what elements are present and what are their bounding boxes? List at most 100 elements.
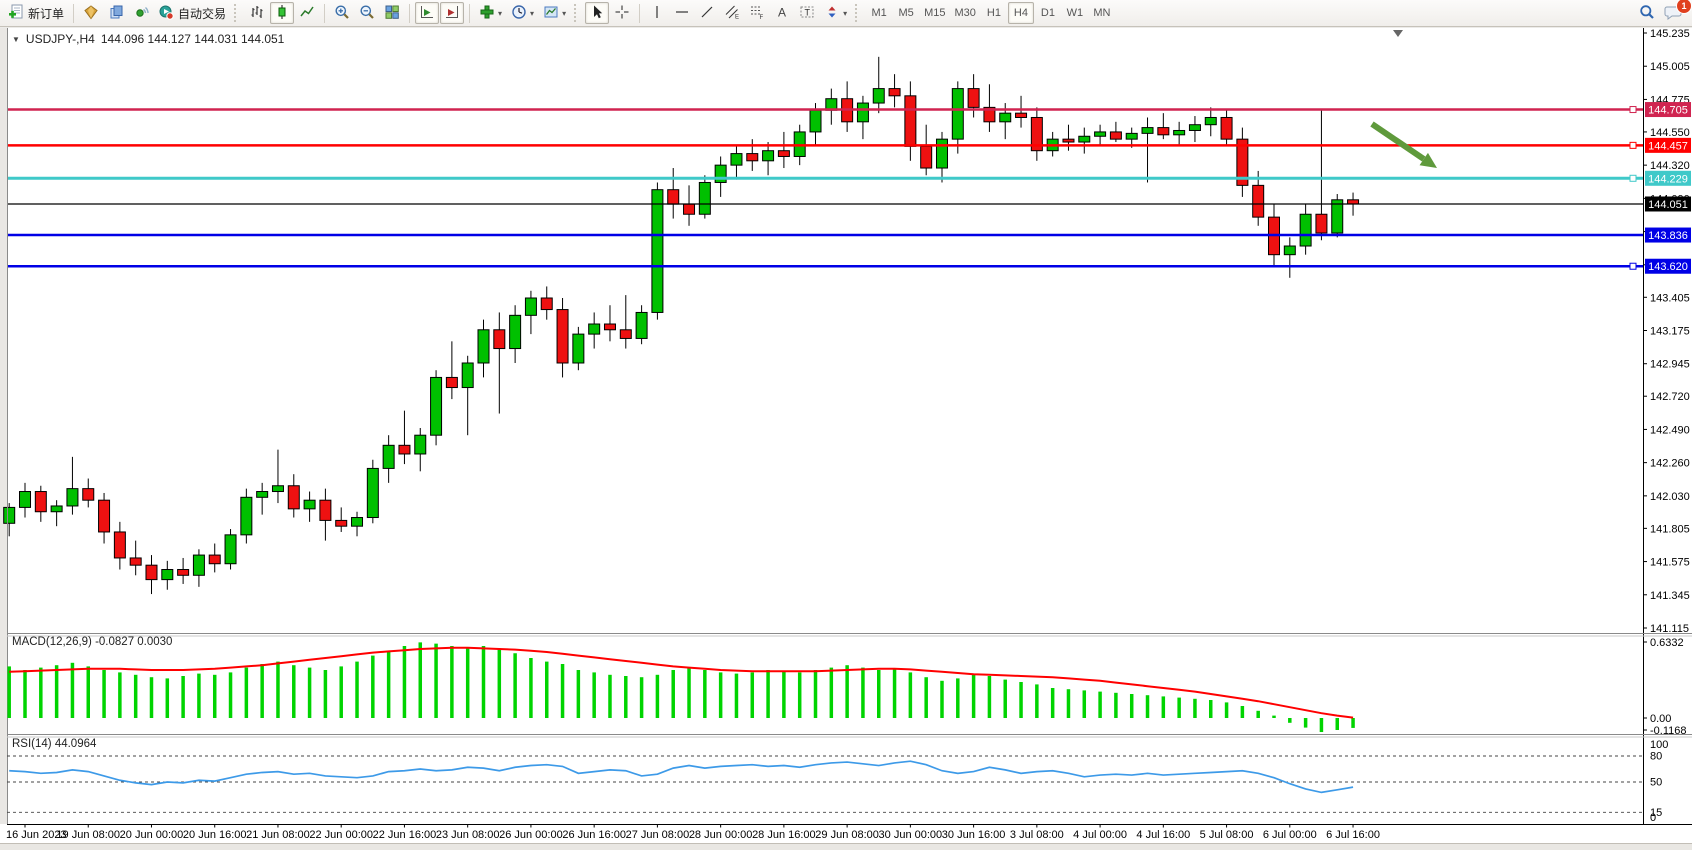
text-label-icon: T bbox=[799, 4, 815, 23]
svg-text:142.720: 142.720 bbox=[1650, 391, 1690, 403]
price-badge-143.836: 143.836 bbox=[1645, 227, 1691, 243]
svg-text:144.457: 144.457 bbox=[1648, 140, 1688, 152]
svg-text:4 Jul 16:00: 4 Jul 16:00 bbox=[1136, 829, 1190, 841]
line-handle[interactable] bbox=[1629, 174, 1637, 182]
chart-ohlc-values: 144.096 144.127 144.031 144.051 bbox=[100, 32, 285, 46]
candles bbox=[3, 56, 1360, 595]
svg-text:143.405: 143.405 bbox=[1650, 292, 1690, 304]
chart-canvas[interactable]: 145.235145.005144.775144.550144.320144.0… bbox=[0, 27, 1692, 850]
svg-text:26 Jun 16:00: 26 Jun 16:00 bbox=[562, 829, 626, 841]
trendline-tool-button[interactable] bbox=[695, 2, 719, 24]
search-button[interactable] bbox=[1635, 2, 1659, 24]
svg-text:30 Jun 16:00: 30 Jun 16:00 bbox=[942, 829, 1006, 841]
chevron-down-icon: ▾ bbox=[843, 8, 848, 18]
svg-text:6 Jul 00:00: 6 Jul 00:00 bbox=[1263, 829, 1317, 841]
svg-text:144.705: 144.705 bbox=[1648, 105, 1688, 117]
trendline-icon bbox=[699, 4, 715, 23]
price-lines bbox=[7, 106, 1643, 270]
template-icon bbox=[543, 4, 559, 23]
timeframe-button-m15[interactable]: M15 bbox=[924, 7, 946, 19]
bar-chart-mode-button[interactable] bbox=[245, 2, 269, 24]
horizontal-line-tool-button[interactable] bbox=[670, 2, 694, 24]
svg-text:22 Jun 00:00: 22 Jun 00:00 bbox=[309, 829, 373, 841]
svg-text:23 Jun 08:00: 23 Jun 08:00 bbox=[436, 829, 500, 841]
new-order-button[interactable]: 新订单 bbox=[4, 2, 68, 24]
zoom-out-icon bbox=[359, 4, 375, 23]
indicators-button[interactable]: ▾ bbox=[475, 2, 506, 24]
fibonacci-tool-button[interactable]: F bbox=[745, 2, 769, 24]
vertical-line-tool-button[interactable] bbox=[645, 2, 669, 24]
chart-symbol-period: USDJPY-,H4 bbox=[25, 32, 95, 46]
svg-text:100: 100 bbox=[1650, 739, 1668, 751]
price-badge-144.705: 144.705 bbox=[1645, 102, 1691, 118]
bar-chart-icon bbox=[249, 4, 265, 23]
svg-text:0.6332: 0.6332 bbox=[1650, 637, 1684, 649]
candlestick-mode-button[interactable] bbox=[270, 2, 295, 24]
text-tool-button[interactable]: A bbox=[770, 2, 794, 24]
channel-tool-button[interactable]: E bbox=[720, 2, 744, 24]
svg-text:E: E bbox=[735, 14, 739, 20]
svg-text:28 Jun 00:00: 28 Jun 00:00 bbox=[689, 829, 753, 841]
svg-text:15: 15 bbox=[1650, 807, 1662, 819]
chart-dropdown-icon[interactable]: ▼ bbox=[12, 34, 20, 44]
svg-text:A: A bbox=[778, 5, 786, 19]
timeframe-button-m5[interactable]: M5 bbox=[898, 7, 914, 19]
timeframe-button-w1[interactable]: W1 bbox=[1066, 7, 1084, 19]
price-badge-144.051: 144.051 bbox=[1645, 196, 1691, 212]
auto-scroll-icon bbox=[419, 4, 435, 23]
timeframe-button-mn[interactable]: MN bbox=[1093, 7, 1111, 19]
svg-text:30 Jun 00:00: 30 Jun 00:00 bbox=[879, 829, 943, 841]
clock-icon bbox=[511, 4, 527, 23]
candlestick-icon bbox=[274, 4, 290, 23]
zoom-out-button[interactable] bbox=[355, 2, 379, 24]
tile-windows-icon bbox=[384, 4, 400, 23]
svg-text:F: F bbox=[760, 15, 764, 20]
svg-text:143.175: 143.175 bbox=[1650, 325, 1690, 337]
tile-windows-button[interactable] bbox=[380, 2, 404, 24]
timeframe-button-h1[interactable]: H1 bbox=[986, 7, 1001, 19]
price-badge-144.457: 144.457 bbox=[1645, 137, 1691, 153]
chart-shift-marker[interactable] bbox=[1393, 30, 1403, 37]
toolbar: 新订单 自动交易 bbox=[0, 0, 1692, 27]
notification-badge: 1 bbox=[1676, 0, 1692, 14]
zoom-in-button[interactable] bbox=[330, 2, 354, 24]
line-handle[interactable] bbox=[1629, 141, 1637, 149]
timeframe-button-h4[interactable]: H4 bbox=[1007, 2, 1034, 24]
market-watch-button[interactable] bbox=[79, 2, 103, 24]
arrows-tool-button[interactable]: ▾ bbox=[820, 2, 851, 24]
chevron-down-icon: ▾ bbox=[562, 8, 567, 18]
chevron-down-icon: ▾ bbox=[498, 8, 503, 18]
line-handle[interactable] bbox=[1629, 106, 1637, 114]
timeframe-button-d1[interactable]: D1 bbox=[1040, 7, 1055, 19]
auto-scroll-button[interactable] bbox=[415, 2, 440, 24]
price-badge-144.229: 144.229 bbox=[1645, 170, 1691, 186]
svg-text:19 Jun 08:00: 19 Jun 08:00 bbox=[56, 829, 120, 841]
svg-text:143.620: 143.620 bbox=[1648, 261, 1688, 273]
data-window-button[interactable] bbox=[104, 2, 128, 24]
autotrading-button[interactable]: 自动交易 bbox=[154, 2, 230, 24]
periods-button[interactable]: ▾ bbox=[507, 2, 538, 24]
notifications-button[interactable]: 1 bbox=[1660, 0, 1692, 24]
cursor-tool-button[interactable] bbox=[585, 2, 610, 24]
arrows-icon bbox=[824, 4, 840, 23]
svg-text:27 Jun 08:00: 27 Jun 08:00 bbox=[626, 829, 690, 841]
line-chart-mode-button[interactable] bbox=[295, 2, 319, 24]
svg-text:20 Jun 16:00: 20 Jun 16:00 bbox=[183, 829, 247, 841]
autotrading-icon bbox=[158, 4, 174, 23]
strategy-tester-button[interactable] bbox=[129, 2, 153, 24]
zoom-in-icon bbox=[334, 4, 350, 23]
line-handle[interactable] bbox=[1629, 262, 1637, 270]
timeframe-button-m1[interactable]: M1 bbox=[871, 7, 887, 19]
templates-button[interactable]: ▾ bbox=[539, 2, 570, 24]
svg-text:141.575: 141.575 bbox=[1650, 557, 1690, 569]
svg-text:22 Jun 16:00: 22 Jun 16:00 bbox=[373, 829, 437, 841]
gold-gem-icon bbox=[83, 4, 99, 23]
crosshair-tool-button[interactable] bbox=[610, 2, 634, 24]
text-label-tool-button[interactable]: T bbox=[795, 2, 819, 24]
svg-text:-0.1168: -0.1168 bbox=[1650, 725, 1687, 737]
timeframe-button-m30[interactable]: M30 bbox=[954, 7, 976, 19]
arrow-annotation[interactable] bbox=[1370, 121, 1437, 168]
macd-label: MACD(12,26,9) -0.0827 0.0030 bbox=[12, 636, 173, 648]
svg-text:4 Jul 00:00: 4 Jul 00:00 bbox=[1073, 829, 1127, 841]
chart-shift-button[interactable] bbox=[440, 2, 465, 24]
